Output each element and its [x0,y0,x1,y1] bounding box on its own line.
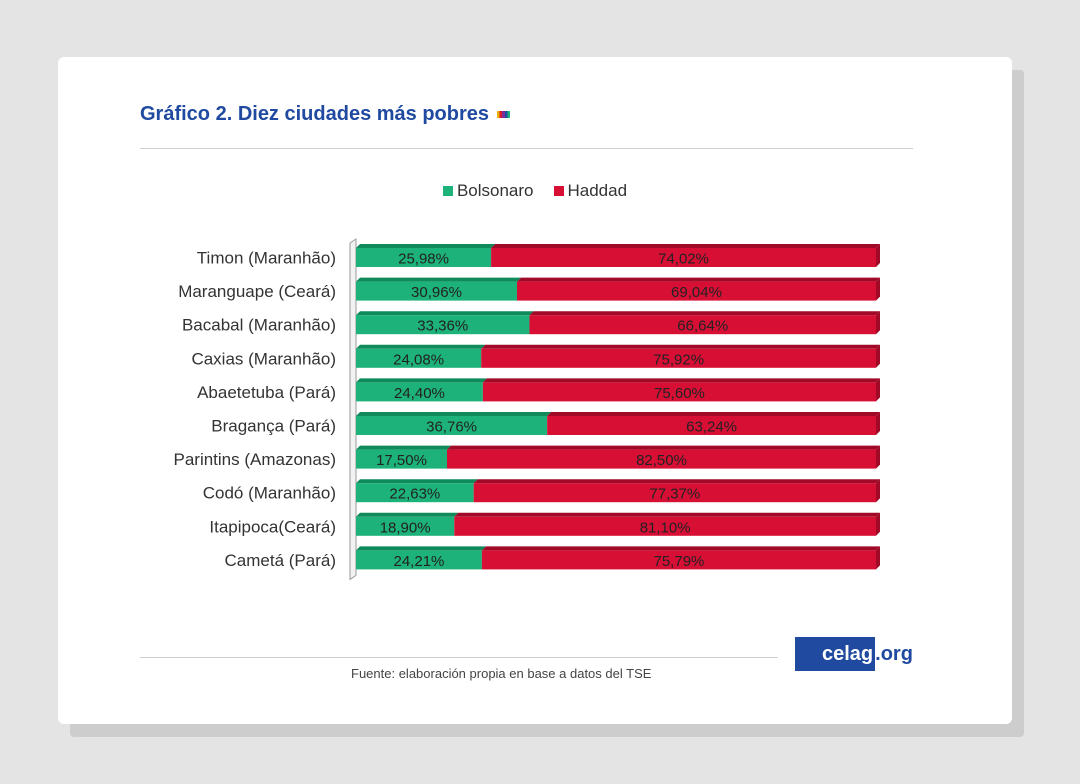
bar-top-face [481,546,880,551]
bar-chart: Timon (Maranhão) 25,98% 74,02% Maranguape (… [173,238,880,581]
data-label: 25,98% [398,251,449,268]
footer-divider [140,657,778,658]
bar-top-face [356,546,486,551]
legend-item-haddad: Haddad [553,181,628,201]
category-label: Maranguape (Ceará) [178,282,336,301]
bar-segment [482,382,876,402]
bar-top-face [516,277,880,282]
bar-segment [356,348,482,368]
logo-extension: .org [875,642,913,665]
bar-top-face [356,412,552,416]
bar-segment [356,315,530,335]
bar-segment [356,382,483,402]
title-divider [140,148,913,149]
legend-label-haddad: Haddad [567,181,628,200]
bar-top-face [481,344,880,349]
bar-side-face [876,344,880,368]
bar-top-face [491,244,880,248]
data-label: 75,92% [653,351,704,368]
bar-segment [356,550,482,570]
bar-segment [529,315,876,335]
data-label: 74,02% [658,251,709,268]
bar-side-face [876,512,880,536]
bar-top-face [356,344,486,349]
data-label: 18,90% [380,519,431,536]
legend-swatch-haddad [553,186,564,196]
category-label: Bragança (Pará) [211,417,336,436]
category-label: Itapipoca(Ceará) [209,517,336,536]
chart-title: Gráfico 2. Diez ciudades más pobres [140,103,511,126]
category-label: Abaetetuba (Pará) [197,383,336,402]
bar-top-face [356,277,521,282]
bar-top-face [529,311,880,316]
category-label: Cametá (Pará) [225,551,336,570]
category-label: Caxias (Maranhão) [191,349,336,368]
bar-segment [473,483,876,503]
data-label: 24,40% [394,385,445,402]
data-label: 17,50% [376,452,427,469]
bar-top-face [356,311,534,316]
chart-legend: Bolsonaro Haddad [58,181,1012,201]
data-label: 30,96% [411,284,462,301]
bar-top-face [482,378,880,383]
category-label: Codó (Maranhão) [203,484,336,503]
legend-label-bolsonaro: Bolsonaro [456,181,534,200]
legend-item-bolsonaro: Bolsonaro [442,181,534,201]
bar-top-face [356,512,459,517]
data-label: 75,79% [654,553,705,570]
bar-top-face [473,479,880,484]
bar-segment [356,416,548,435]
category-label: Parintins (Amazonas) [173,450,336,469]
data-label: 24,08% [393,351,444,368]
logo-main: celag [795,637,876,671]
data-label: 36,76% [426,419,477,436]
bar-top-face [447,445,880,450]
bar-segment [356,449,447,469]
data-label: 75,60% [654,385,705,402]
bar-segment [491,248,876,267]
data-label: 63,24% [686,419,737,436]
data-label: 69,04% [671,284,722,301]
category-label: Bacabal (Maranhão) [182,316,336,335]
bar-segment [356,483,474,503]
bar-segment [481,550,876,570]
bar-segment [481,348,876,368]
chart-title-text: Gráfico 2. Diez ciudades más pobres [140,103,490,125]
bar-top-face [356,378,487,383]
bar-top-face [356,445,451,450]
bar-segment [356,281,517,301]
bar-side-face [876,412,880,435]
source-note: Fuente: elaboración propia en base a dat… [351,666,652,681]
bar-segment [447,449,876,469]
color-bar-icon [497,111,511,119]
category-label: Timon (Maranhão) [197,249,336,268]
bar-side-face [876,546,880,570]
chart-axis-wall [349,238,357,581]
data-label: 33,36% [417,318,468,335]
data-label: 24,21% [394,553,445,570]
chart-card: Gráfico 2. Diez ciudades más pobres Bols… [58,57,1012,724]
bar-top-face [356,244,496,248]
bar-side-face [876,479,880,503]
bar-segment [547,416,876,435]
bar-segment [516,281,876,301]
bar-top-face [454,512,880,517]
bar-side-face [876,378,880,402]
legend-swatch-bolsonaro [442,186,453,196]
bar-segment [356,516,455,536]
data-label: 82,50% [636,452,687,469]
bar-segment [356,248,492,267]
data-label: 22,63% [389,486,440,503]
bar-side-face [876,277,880,301]
bar-side-face [876,244,880,267]
celag-logo: celag .org [795,637,913,671]
data-label: 66,64% [677,318,728,335]
bar-top-face [547,412,880,416]
bar-side-face [876,311,880,335]
data-label: 77,37% [649,486,700,503]
bar-segment [454,516,876,536]
bar-side-face [876,445,880,469]
data-label: 81,10% [640,519,691,536]
bar-top-face [356,479,478,484]
